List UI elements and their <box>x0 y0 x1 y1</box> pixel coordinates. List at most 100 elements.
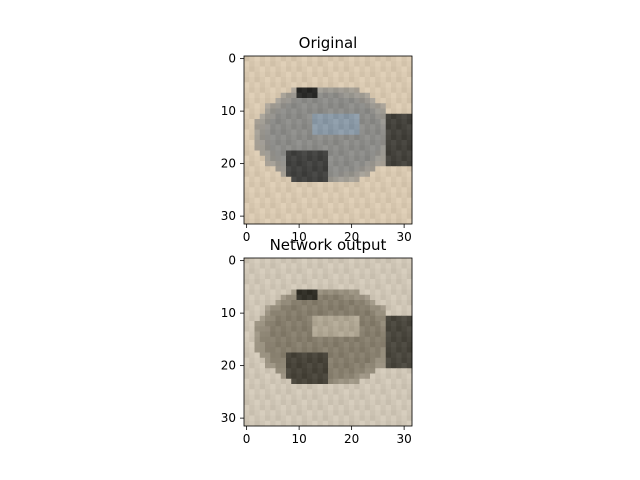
original-pixel <box>312 103 318 109</box>
original-pixel <box>249 176 255 183</box>
network-output-pixel <box>385 342 392 348</box>
network-output-pixel <box>370 289 376 296</box>
network-output-pixel <box>406 384 413 390</box>
network-output-pixel <box>244 268 250 275</box>
network-output-pixel <box>391 300 397 306</box>
original-pixel <box>280 66 287 73</box>
original-pixel <box>317 213 324 220</box>
network-output-pixel <box>391 321 397 327</box>
original-pixel <box>291 192 297 199</box>
original-pixel <box>254 203 261 209</box>
network-output-pixel <box>391 310 397 317</box>
original-pixel <box>286 77 292 83</box>
original-pixel <box>280 161 287 167</box>
network-output-pixel <box>375 310 381 317</box>
original-pixel <box>317 56 324 62</box>
network-output-pixel <box>401 273 408 280</box>
network-output-pixel <box>406 331 413 338</box>
original-pixel <box>244 129 250 136</box>
network-output-pixel <box>385 363 392 369</box>
network-output-pixel <box>275 284 282 290</box>
network-output-pixel <box>254 310 261 317</box>
network-output-pixel <box>401 347 408 353</box>
network-output-pixel <box>375 342 381 348</box>
original-pixel <box>275 66 282 73</box>
network-output-pixel <box>307 384 313 390</box>
original-pixel <box>286 145 292 151</box>
original-pixel <box>391 208 397 214</box>
network-output-pixel <box>322 321 329 327</box>
network-output-pixel <box>396 294 402 301</box>
network-output-pixel <box>286 263 292 269</box>
network-output-pixel <box>322 268 329 275</box>
network-output-pixel <box>338 394 345 401</box>
original-pixel <box>291 113 297 120</box>
original-pixel <box>254 87 261 94</box>
original-pixel <box>385 192 392 199</box>
original-pixel <box>343 66 350 73</box>
network-output-pixel <box>370 405 376 411</box>
original-pixel <box>391 155 397 162</box>
network-output-pixel <box>259 399 266 406</box>
network-output-pixel <box>406 363 413 369</box>
network-output-pixel <box>265 263 271 269</box>
original-pixel <box>291 82 297 88</box>
original-pixel <box>370 192 376 199</box>
network-output-pixel <box>385 294 392 301</box>
network-output-pixel <box>338 326 345 332</box>
network-output-pixel <box>380 363 387 369</box>
network-output-pixel <box>359 273 366 280</box>
network-output-pixel <box>343 263 350 269</box>
network-output-pixel <box>275 279 282 285</box>
original-pixel <box>301 71 308 78</box>
network-output-pixel <box>249 420 255 427</box>
network-output-pixel <box>375 347 381 353</box>
network-output-pixel <box>385 321 392 327</box>
original-pixel <box>296 108 303 115</box>
network-output-pixel <box>275 384 282 390</box>
network-output-pixel <box>291 420 297 427</box>
network-output-pixel <box>307 294 313 301</box>
original-pixel <box>301 92 308 99</box>
network-output-pixel <box>254 420 261 427</box>
network-output-pixel <box>354 410 360 416</box>
original-pixel <box>254 182 261 188</box>
network-output-pixel <box>275 294 282 301</box>
original-pixel <box>370 113 376 120</box>
network-output-pixel <box>296 284 303 290</box>
network-output-pixel <box>375 284 381 290</box>
original-pixel <box>338 82 345 88</box>
network-output-pixel <box>364 415 371 422</box>
original-pixel <box>312 77 318 83</box>
original-pixel <box>401 129 408 136</box>
network-output-pixel <box>391 394 397 401</box>
network-output-pixel <box>380 352 387 359</box>
network-output-pixel <box>343 384 350 390</box>
network-output-pixel <box>364 336 371 343</box>
network-output-pixel <box>254 268 261 275</box>
network-output-pixel <box>291 284 297 290</box>
network-output-pixel <box>286 331 292 338</box>
network-output-pixel <box>291 399 297 406</box>
original-pixel <box>286 213 292 220</box>
original-pixel <box>259 92 266 99</box>
network-output-pixel <box>364 263 371 269</box>
original-pixel <box>312 176 318 183</box>
original-pixel <box>385 113 392 120</box>
original-pixel <box>275 98 282 104</box>
original-pixel <box>249 87 255 94</box>
network-output-pixel <box>380 384 387 390</box>
network-output-pixel <box>301 384 308 390</box>
network-output-pixel <box>270 300 276 306</box>
original-pixel <box>259 108 266 115</box>
original-pixel <box>307 145 313 151</box>
network-output-pixel <box>406 394 413 401</box>
network-output-pixel <box>312 373 318 380</box>
network-output-pixel <box>401 300 408 306</box>
network-output-pixel <box>380 273 387 280</box>
network-output-pixel <box>375 289 381 296</box>
network-output-pixel <box>406 420 413 427</box>
network-output-pixel <box>244 258 250 264</box>
original-pixel <box>275 171 282 178</box>
network-output-pixel <box>280 289 287 296</box>
